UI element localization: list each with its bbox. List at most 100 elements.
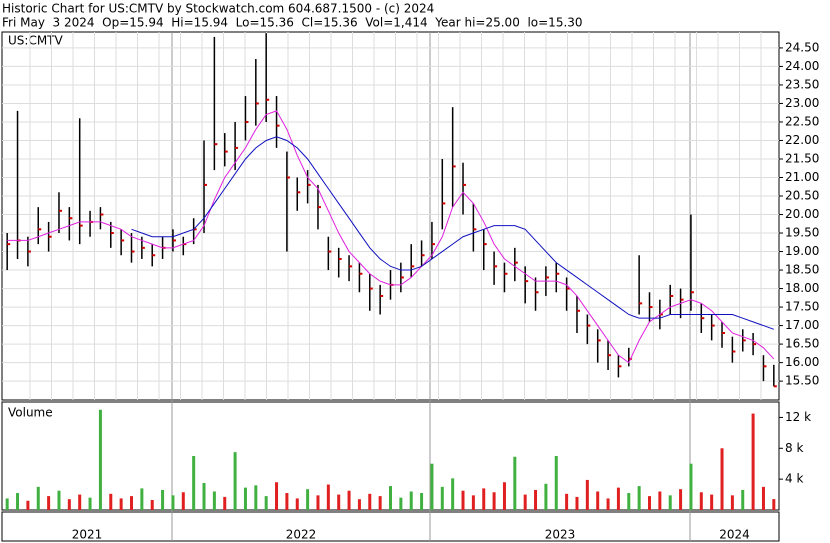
volume-bar (16, 493, 20, 510)
close-tick (473, 228, 477, 231)
close-tick (121, 239, 125, 242)
close-tick (535, 291, 539, 294)
close-tick (753, 343, 757, 346)
close-tick (100, 213, 104, 216)
volume-bar (751, 413, 755, 510)
close-tick (556, 272, 560, 275)
close-tick (411, 265, 415, 268)
volume-bar (554, 456, 558, 510)
close-tick (245, 120, 249, 123)
close-tick (317, 206, 321, 209)
volume-bar (471, 495, 475, 510)
volume-bar (326, 484, 330, 510)
volume-bar (368, 493, 372, 510)
price-panel (1, 31, 780, 401)
close-tick (690, 291, 694, 294)
volume-bar (648, 496, 651, 510)
close-tick (183, 243, 187, 246)
y-tick-label: 17.00 (785, 318, 819, 332)
y-tick-label: 15.50 (785, 374, 819, 388)
close-tick (172, 239, 176, 242)
volume-bar (67, 499, 71, 510)
volume-bar (5, 498, 9, 510)
close-tick (421, 254, 425, 257)
volume-bar (389, 486, 392, 510)
y-tick-label: 17.50 (785, 300, 819, 314)
volume-bar (171, 495, 175, 510)
volume-tick-label: 12 k (785, 410, 811, 424)
volume-bar (409, 491, 413, 510)
close-tick (38, 228, 42, 231)
volume-bar (772, 499, 776, 510)
close-tick (711, 324, 715, 327)
close-tick (152, 254, 156, 257)
year-label: 2023 (545, 528, 576, 542)
y-tick-label: 21.50 (785, 151, 819, 165)
y-tick-label: 21.00 (785, 170, 819, 184)
close-tick (286, 176, 290, 179)
year-label: 2022 (286, 528, 317, 542)
y-tick-label: 19.50 (785, 226, 819, 240)
volume-bar (109, 493, 113, 510)
close-tick (369, 287, 373, 290)
volume-bar (98, 409, 102, 510)
close-tick (380, 294, 384, 297)
close-tick (494, 265, 498, 268)
volume-bar (627, 493, 631, 510)
volume-bar (710, 494, 714, 510)
volume-bar (430, 463, 434, 510)
y-tick-label: 16.00 (785, 355, 819, 369)
volume-bar (212, 491, 216, 510)
volume-bar (730, 495, 734, 510)
close-tick (141, 246, 145, 249)
close-tick (7, 243, 11, 246)
volume-bar (347, 490, 351, 510)
close-tick (214, 143, 218, 146)
volume-bar (337, 494, 341, 510)
volume-bar (202, 483, 206, 510)
close-tick (701, 317, 705, 320)
volume-tick-label: 4 k (785, 472, 803, 486)
close-tick (349, 265, 353, 268)
volume-bar (233, 452, 237, 510)
close-tick (131, 250, 135, 253)
volume-bar (316, 495, 320, 510)
volume-bar (192, 456, 196, 510)
volume-bar (26, 500, 30, 510)
volume-bar (399, 497, 403, 510)
volume-bar (130, 496, 133, 510)
close-tick (670, 294, 674, 297)
volume-bar (502, 482, 506, 510)
close-tick (483, 243, 487, 246)
chart-subtitle: Fri May 3 2024 Op=15.94 Hi=15.94 Lo=15.3… (2, 16, 583, 30)
close-tick (431, 243, 435, 246)
moving-average (7, 110, 775, 364)
close-tick (742, 339, 746, 342)
volume-bar (357, 499, 361, 510)
close-tick (307, 183, 311, 186)
volume-bar (544, 483, 548, 510)
close-tick (649, 306, 653, 309)
volume-bar (482, 488, 486, 510)
close-tick (576, 309, 580, 312)
close-tick (359, 272, 363, 275)
volume-bar (668, 495, 672, 510)
volume-bar (420, 493, 424, 510)
close-tick (608, 354, 612, 357)
volume-bar (440, 486, 444, 510)
volume-bar (150, 499, 154, 510)
volume-bar (575, 496, 579, 510)
volume-bar (720, 448, 724, 510)
close-tick (235, 146, 239, 149)
volume-bar (285, 493, 289, 510)
volume-bar (616, 487, 620, 510)
volume-bar (637, 486, 641, 510)
date-strip (1, 511, 780, 542)
y-tick-label: 24.00 (785, 59, 819, 73)
volume-bar (761, 486, 765, 510)
volume-bar (140, 488, 144, 510)
close-tick (328, 250, 332, 253)
volume-bar (596, 491, 600, 510)
